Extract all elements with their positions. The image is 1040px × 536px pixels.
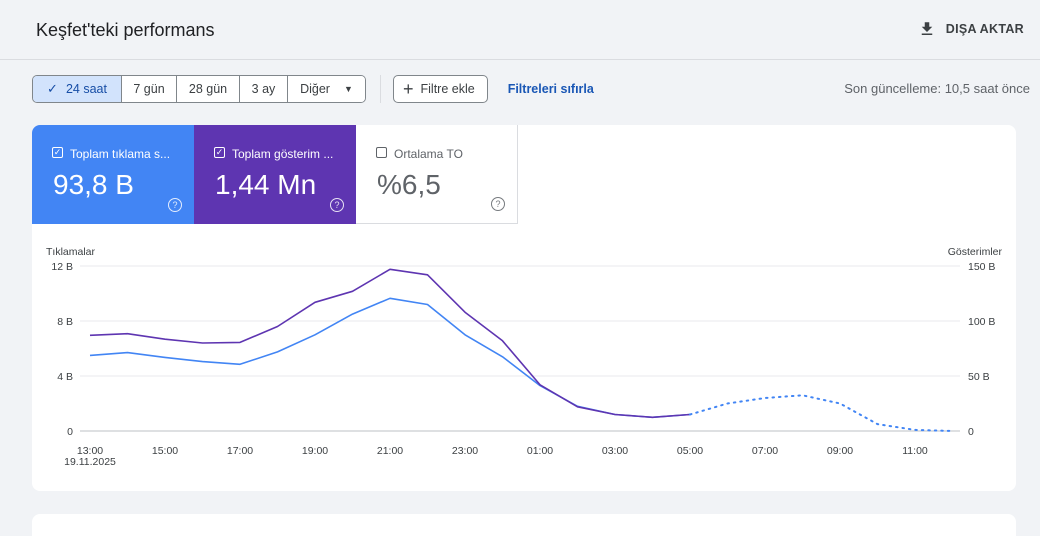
x-tick-label: 09:00 xyxy=(827,445,853,457)
performance-card: ✓ Toplam tıklama s... 93,8 B ? ✓ Toplam … xyxy=(32,125,1016,491)
secondary-card xyxy=(32,514,1016,536)
page-header: Keşfet'teki performans DIŞA AKTAR xyxy=(0,0,1040,60)
clicks-series-line xyxy=(89,297,691,419)
export-button[interactable]: DIŞA AKTAR xyxy=(918,20,1024,38)
help-icon[interactable]: ? xyxy=(168,198,182,212)
reset-filters-link[interactable]: Filtreleri sıfırla xyxy=(507,82,594,96)
x-tick-label: 17:00 xyxy=(227,445,253,457)
y-left-tick-label: 4 B xyxy=(57,371,73,383)
x-tick-label: 21:00 xyxy=(377,445,403,457)
x-tick-label: 01:00 xyxy=(527,445,553,457)
caret-down-icon: ▼ xyxy=(343,84,353,94)
metric-average-ctr[interactable]: Ortalama TO %6,5 ? xyxy=(356,125,518,224)
y-left-tick-label: 12 B xyxy=(51,261,73,273)
filter-label: Filtre ekle xyxy=(420,82,475,96)
last-update-text: Son güncelleme: 10,5 saat önce xyxy=(844,81,1030,96)
y-right-tick-label: 150 B xyxy=(968,261,995,273)
checkbox-checked-icon[interactable]: ✓ xyxy=(214,147,225,158)
range-label: Diğer xyxy=(300,82,330,96)
divider xyxy=(380,75,381,103)
y-left-tick-label: 0 xyxy=(67,426,73,438)
performance-chart: 0 0 4 B 50 B 8 B 100 B 12 B 150 B Tıklamalar Göst… xyxy=(46,246,1003,468)
range-24h-button[interactable]: ✓ 24 saat xyxy=(33,76,122,102)
check-icon: ✓ xyxy=(47,81,58,96)
range-label: 3 ay xyxy=(251,82,276,96)
help-icon[interactable]: ? xyxy=(491,197,505,211)
y-right-axis-label: Gösterimler xyxy=(948,246,1003,258)
y-right-tick-label: 100 B xyxy=(968,316,995,328)
range-3m-button[interactable]: 3 ay xyxy=(240,76,288,102)
range-label: 28 gün xyxy=(188,82,228,96)
plus-icon: + xyxy=(403,79,414,99)
range-7d-button[interactable]: 7 gün xyxy=(122,76,177,102)
checkbox-unchecked-icon[interactable] xyxy=(376,147,387,158)
checkbox-checked-icon[interactable]: ✓ xyxy=(52,147,63,158)
x-tick-label: 19:00 xyxy=(302,445,328,457)
x-tick-label: 03:00 xyxy=(602,445,628,457)
y-left-axis-label: Tıklamalar xyxy=(46,246,96,258)
range-label: 7 gün xyxy=(133,82,165,96)
help-icon[interactable]: ? xyxy=(330,198,344,212)
date-range-selector: ✓ 24 saat 7 gün 28 gün 3 ay Diğer ▼ xyxy=(32,75,366,103)
x-tick-label: 13:00 xyxy=(77,445,103,457)
range-label: 24 saat xyxy=(65,82,107,96)
x-tick-label: 07:00 xyxy=(752,445,778,457)
metric-value: 93,8 B xyxy=(53,169,134,200)
y-right-tick-label: 0 xyxy=(968,426,974,438)
metric-value: 1,44 Mn xyxy=(215,169,317,200)
range-28d-button[interactable]: 28 gün xyxy=(177,76,240,102)
page-title: Keşfet'teki performans xyxy=(36,20,215,40)
x-tick-label: 23:00 xyxy=(452,445,478,457)
download-icon xyxy=(921,22,933,35)
metric-value: %6,5 xyxy=(377,169,441,200)
range-other-dropdown[interactable]: Diğer ▼ xyxy=(288,76,365,102)
export-label: DIŞA AKTAR xyxy=(945,22,1024,36)
x-date-label: 19.11.2025 xyxy=(64,456,116,468)
impressions-series-line xyxy=(89,268,691,419)
forecast-series-line xyxy=(689,394,954,432)
add-filter-button[interactable]: + Filtre ekle xyxy=(393,75,488,103)
x-tick-label: 11:00 xyxy=(902,445,928,457)
metric-total-clicks[interactable]: ✓ Toplam tıklama s... 93,8 B ? xyxy=(32,125,194,224)
y-right-tick-label: 50 B xyxy=(968,371,990,383)
toolbar: ✓ 24 saat 7 gün 28 gün 3 ay Diğer ▼ + Fi… xyxy=(32,75,594,103)
x-tick-label: 05:00 xyxy=(677,445,703,457)
metric-total-impressions[interactable]: ✓ Toplam gösterim ... 1,44 Mn ? xyxy=(194,125,356,224)
y-left-tick-label: 8 B xyxy=(57,316,73,328)
x-tick-label: 15:00 xyxy=(152,445,178,457)
